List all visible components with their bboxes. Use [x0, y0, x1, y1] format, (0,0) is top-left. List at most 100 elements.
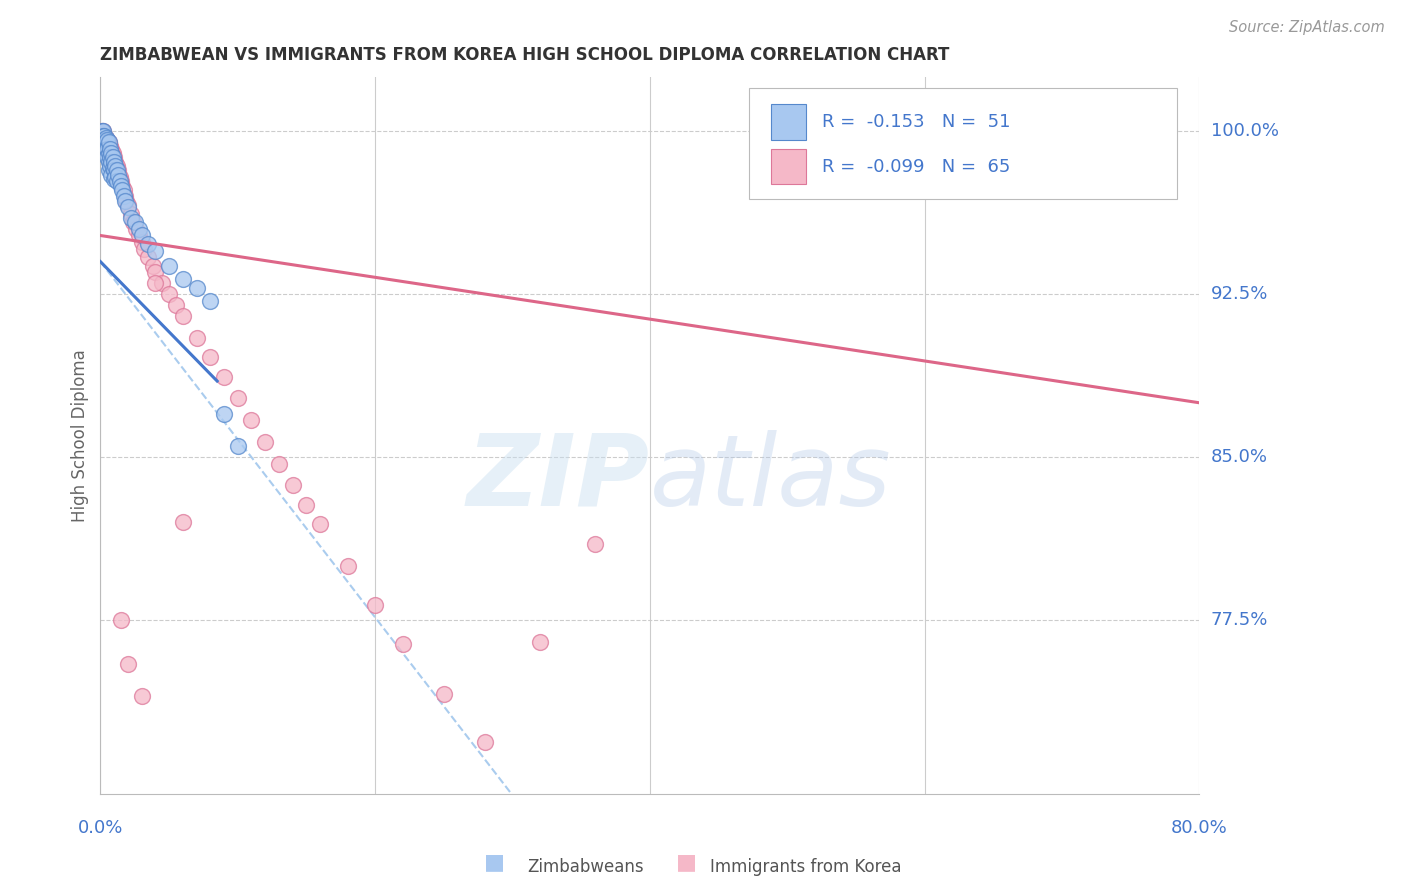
Text: 80.0%: 80.0% [1171, 819, 1227, 837]
Y-axis label: High School Diploma: High School Diploma [72, 349, 89, 522]
Point [94, 130, 117, 145]
Point [94, 130, 117, 145]
Point [212, 407, 235, 421]
Point [131, 235, 153, 249]
Text: 85.0%: 85.0% [1211, 448, 1268, 467]
Point [254, 434, 277, 449]
Point [100, 145, 122, 160]
Text: R =  -0.153   N =  51: R = -0.153 N = 51 [823, 113, 1011, 131]
Point [100, 142, 122, 156]
Point [108, 174, 131, 188]
Point [93, 133, 115, 147]
Point [157, 287, 180, 301]
Point [105, 174, 128, 188]
Point [96, 150, 118, 164]
Point [103, 154, 125, 169]
Point [98, 142, 121, 156]
Point [104, 169, 127, 184]
Point [200, 293, 222, 308]
Point [391, 637, 413, 651]
Point [96, 133, 118, 147]
Point [138, 237, 160, 252]
Point [120, 211, 142, 226]
Point [128, 228, 150, 243]
Point [100, 168, 122, 182]
Point [172, 516, 194, 530]
Point [120, 207, 142, 221]
Point [111, 183, 134, 197]
Point [103, 163, 125, 178]
Point [114, 189, 136, 203]
Point [97, 135, 120, 149]
Point [100, 154, 122, 169]
Text: 92.5%: 92.5% [1211, 285, 1268, 303]
Point [125, 222, 148, 236]
Point [281, 478, 304, 492]
Point [104, 159, 127, 173]
Point [91, 124, 114, 138]
Point [134, 242, 156, 256]
Point [96, 142, 118, 156]
Point [91, 128, 114, 143]
Point [433, 687, 456, 701]
Point [111, 178, 134, 193]
Text: ZIP: ZIP [467, 430, 650, 527]
Point [101, 159, 124, 173]
Point [93, 133, 115, 147]
Point [110, 613, 132, 627]
Point [94, 139, 117, 153]
Point [186, 280, 208, 294]
Text: Immigrants from Korea: Immigrants from Korea [710, 858, 901, 876]
Point [124, 215, 146, 229]
Text: Zimbabweans: Zimbabweans [527, 858, 644, 876]
Point [91, 128, 114, 143]
Point [103, 150, 125, 164]
Point [100, 154, 122, 169]
Point [138, 250, 160, 264]
Point [110, 178, 132, 193]
FancyBboxPatch shape [770, 104, 806, 140]
Point [172, 272, 194, 286]
Point [529, 634, 551, 648]
Point [98, 139, 121, 153]
Point [142, 259, 165, 273]
Text: Source: ZipAtlas.com: Source: ZipAtlas.com [1229, 20, 1385, 35]
Point [90, 135, 112, 149]
Point [240, 413, 263, 427]
Point [94, 135, 117, 149]
Point [97, 154, 120, 169]
Text: atlas: atlas [650, 430, 891, 527]
Point [98, 159, 121, 173]
Text: ZIMBABWEAN VS IMMIGRANTS FROM KOREA HIGH SCHOOL DIPLOMA CORRELATION CHART: ZIMBABWEAN VS IMMIGRANTS FROM KOREA HIGH… [100, 46, 949, 64]
Point [114, 194, 136, 208]
Point [143, 277, 166, 291]
Point [336, 558, 359, 573]
Point [131, 228, 153, 243]
Point [143, 244, 166, 258]
Text: ■: ■ [676, 853, 696, 872]
Point [105, 159, 128, 173]
Point [97, 145, 120, 160]
Text: 100.0%: 100.0% [1211, 122, 1278, 140]
Point [115, 194, 138, 208]
Point [101, 145, 124, 160]
FancyBboxPatch shape [770, 149, 806, 185]
Point [474, 735, 496, 749]
Point [90, 124, 112, 138]
Point [200, 350, 222, 364]
Point [157, 259, 180, 273]
Point [93, 128, 115, 143]
Point [364, 598, 387, 612]
Point [186, 330, 208, 344]
Point [101, 161, 124, 175]
Point [128, 222, 150, 236]
Point [309, 517, 332, 532]
Point [104, 168, 127, 182]
Point [107, 168, 129, 182]
Point [108, 169, 131, 184]
Point [91, 124, 114, 138]
Text: 77.5%: 77.5% [1211, 611, 1268, 629]
Point [117, 200, 139, 214]
Point [94, 145, 117, 160]
Point [103, 163, 125, 178]
